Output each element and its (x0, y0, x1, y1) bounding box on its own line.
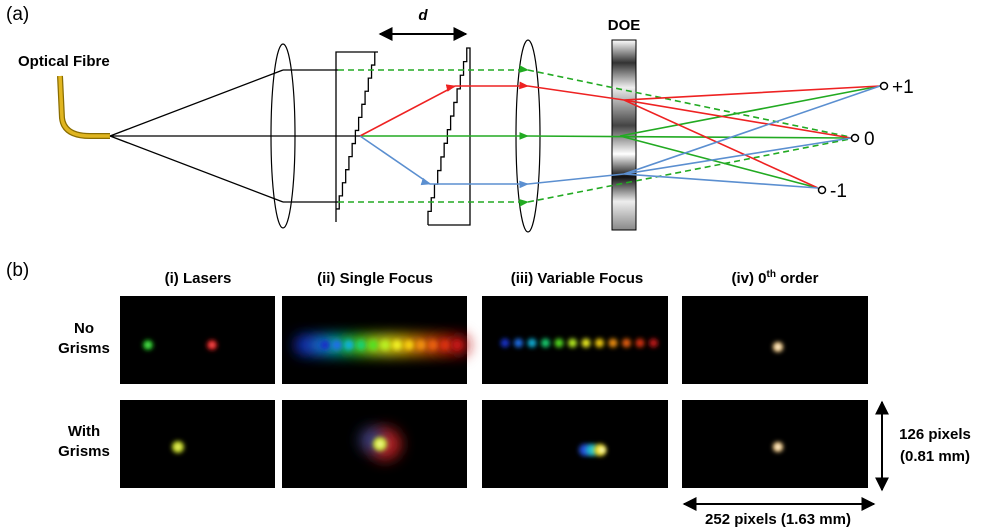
spot (608, 338, 618, 348)
spot (541, 338, 550, 348)
image-panel (120, 296, 275, 384)
grism (335, 51, 378, 222)
height-label: 126 pixels (899, 426, 971, 443)
row-label: No (74, 320, 94, 337)
panel-label: (a) (6, 4, 29, 25)
spot (622, 338, 631, 348)
spot (527, 338, 537, 348)
spot (332, 340, 342, 350)
spot (404, 340, 414, 350)
panel-label: (b) (6, 260, 29, 281)
spot (380, 340, 390, 350)
spot (775, 444, 781, 450)
order-label: 0 (864, 129, 875, 150)
spot (146, 343, 150, 347)
column-header: (iii) Variable Focus (511, 270, 644, 287)
fibre-core (58, 75, 110, 138)
spot (775, 344, 781, 350)
spot (440, 340, 450, 350)
spot (554, 338, 564, 348)
spot (649, 338, 658, 348)
separation-label: d (418, 7, 428, 24)
column-header: (ii) Single Focus (317, 270, 433, 287)
column-header: (i) Lasers (165, 270, 232, 287)
spot (320, 340, 330, 350)
image-panels (120, 296, 868, 488)
spot (500, 338, 510, 348)
doe-label: DOE (608, 17, 641, 34)
spot (309, 335, 329, 355)
spot (210, 343, 214, 347)
width-label: 252 pixels (1.63 mm) (705, 511, 851, 528)
rays (338, 65, 881, 207)
spot (568, 338, 577, 348)
input-rays (109, 69, 360, 203)
spot (392, 340, 402, 350)
spot (377, 441, 383, 447)
spot (356, 340, 366, 350)
column-header: (iv) 0th order (732, 269, 819, 287)
spot (393, 335, 413, 355)
header-sup: th (767, 269, 776, 280)
height-label: (0.81 mm) (900, 448, 970, 465)
spot (175, 444, 181, 450)
order-label: -1 (830, 181, 847, 202)
spot (595, 338, 604, 348)
header-part: (iv) 0 (732, 270, 767, 287)
spot (416, 340, 426, 350)
spot (581, 338, 591, 348)
row-label: Grisms (58, 443, 110, 460)
fibre-label: Optical Fibre (18, 53, 110, 70)
focus-points (817, 81, 889, 195)
row-label: Grisms (58, 340, 110, 357)
spot (452, 340, 462, 350)
spot (428, 340, 438, 350)
order-label: +1 (892, 77, 914, 98)
spot (368, 340, 378, 350)
row-label: With (68, 423, 100, 440)
image-panel (682, 296, 868, 384)
image-panel (120, 400, 275, 488)
spot (635, 338, 645, 348)
spot (295, 335, 315, 355)
grism (427, 47, 471, 226)
header-part: order (776, 270, 819, 287)
spot (599, 447, 605, 453)
spot (344, 340, 354, 350)
image-panel (482, 400, 668, 488)
lens (270, 43, 296, 229)
spot (514, 338, 523, 348)
